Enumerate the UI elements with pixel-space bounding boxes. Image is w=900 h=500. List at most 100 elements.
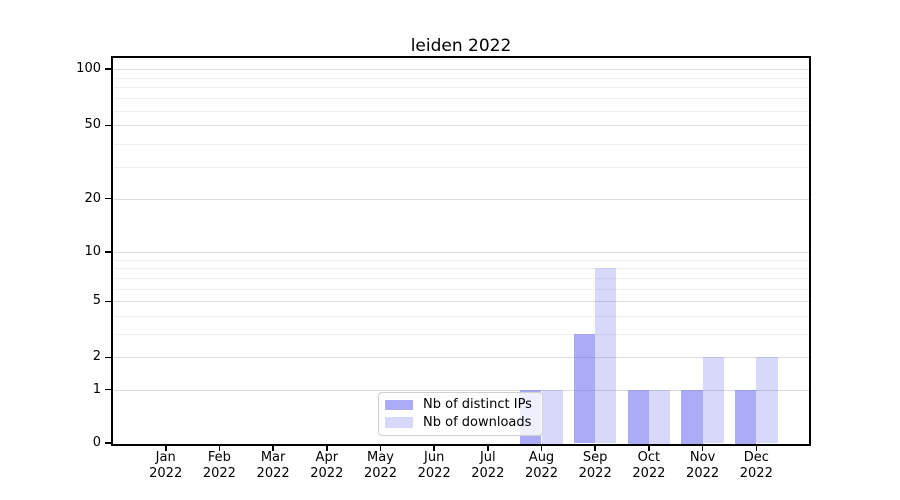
x-tick-label: Oct 2022 — [621, 450, 677, 481]
legend-swatch-distinct-ips — [385, 399, 413, 410]
legend-item: Nb of distinct IPs — [385, 396, 542, 414]
minor-gridline — [112, 87, 810, 89]
x-tick-mark — [701, 445, 704, 451]
major-gridline — [112, 69, 810, 70]
bar-downloads — [541, 389, 563, 444]
y-tick-mark — [105, 388, 111, 391]
x-tick-month: May — [367, 450, 394, 465]
x-tick-label: Mar 2022 — [245, 450, 301, 481]
x-tick-year: 2022 — [524, 465, 559, 481]
major-gridline — [112, 389, 810, 391]
y-tick-label: 0 — [92, 435, 101, 450]
bar-downloads — [756, 357, 778, 444]
legend-label: Nb of distinct IPs — [423, 397, 532, 413]
x-tick-label: May 2022 — [353, 450, 409, 481]
x-tick-mark — [540, 445, 543, 451]
x-tick-month: Nov — [689, 450, 716, 465]
x-tick-year: 2022 — [256, 465, 290, 481]
y-tick-mark — [105, 251, 111, 253]
x-tick-year: 2022 — [471, 465, 505, 481]
legend-swatch-downloads — [385, 417, 413, 428]
x-tick-label: Nov 2022 — [675, 450, 731, 481]
x-tick-year: 2022 — [739, 465, 773, 481]
bar-distinct-ips — [681, 389, 703, 444]
x-tick-mark — [648, 445, 650, 451]
x-tick-label: Apr 2022 — [299, 450, 355, 481]
y-tick-label: 1 — [92, 381, 101, 397]
legend-label: Nb of downloads — [423, 414, 532, 430]
bar-distinct-ips — [573, 334, 596, 444]
y-tick-mark — [105, 68, 111, 70]
minor-gridline — [112, 288, 810, 290]
minor-gridline — [112, 98, 810, 100]
x-tick-year: 2022 — [363, 465, 398, 481]
x-tick-label: Jul 2022 — [460, 450, 516, 481]
x-tick-year: 2022 — [417, 465, 451, 481]
x-tick-mark — [164, 445, 167, 451]
minor-gridline — [112, 77, 810, 79]
x-tick-label: Aug 2022 — [514, 450, 570, 481]
y-tick-label: 2 — [92, 349, 101, 365]
x-tick-month: Oct — [637, 450, 661, 465]
y-tick-mark — [105, 197, 111, 200]
major-gridline — [112, 125, 810, 127]
bar-downloads — [595, 268, 617, 444]
legend-item: Nb of downloads — [385, 414, 542, 432]
minor-gridline — [112, 166, 810, 168]
x-tick-mark — [487, 445, 489, 451]
x-tick-year: 2022 — [632, 465, 666, 481]
axis-spine-right — [809, 55, 811, 446]
x-tick-label: Jun 2022 — [406, 450, 462, 481]
y-tick-label: 20 — [84, 190, 101, 206]
axis-spine-left — [111, 55, 113, 446]
x-tick-month: Jun — [424, 450, 445, 465]
minor-gridline — [112, 110, 810, 112]
x-tick-month: Mar — [260, 450, 286, 465]
x-tick-month: Jan — [155, 450, 176, 465]
minor-gridline — [112, 268, 810, 270]
y-tick-label: 50 — [84, 117, 101, 133]
x-tick-mark — [379, 445, 382, 451]
axis-spine-bottom — [111, 443, 811, 446]
x-tick-mark — [594, 445, 597, 451]
bar-distinct-ips — [627, 389, 649, 444]
x-tick-label: Feb 2022 — [191, 450, 247, 481]
y-tick-mark — [105, 300, 111, 303]
x-tick-month: Apr — [315, 450, 339, 465]
x-tick-label: Jan 2022 — [138, 450, 194, 481]
y-tick-mark — [105, 124, 111, 127]
chart-title: leiden 2022 — [410, 36, 512, 56]
major-gridline — [112, 357, 810, 359]
minor-gridline — [112, 316, 810, 318]
major-gridline — [112, 198, 810, 200]
x-tick-label: Sep 2022 — [567, 450, 623, 481]
x-tick-year: 2022 — [202, 465, 236, 481]
x-tick-mark — [326, 445, 328, 451]
x-tick-month: Dec — [743, 450, 769, 465]
bar-distinct-ips — [735, 389, 757, 444]
major-gridline — [112, 301, 810, 303]
x-tick-mark — [272, 445, 274, 451]
x-tick-month: Jul — [479, 450, 496, 465]
bar-downloads — [702, 357, 724, 444]
legend: Nb of distinct IPs Nb of downloads — [378, 392, 543, 436]
x-tick-mark — [755, 445, 758, 451]
minor-gridline — [112, 259, 810, 261]
x-tick-year: 2022 — [310, 465, 344, 481]
major-gridline — [112, 251, 810, 253]
x-tick-year: 2022 — [578, 465, 612, 481]
x-tick-month: Aug — [528, 450, 555, 465]
y-tick-label: 100 — [76, 61, 101, 76]
x-tick-month: Feb — [207, 450, 231, 465]
minor-gridline — [112, 143, 810, 145]
x-tick-label: Dec 2022 — [728, 450, 784, 481]
axis-spine-top — [111, 55, 811, 58]
x-tick-year: 2022 — [686, 465, 720, 481]
bar-downloads — [648, 389, 671, 444]
x-tick-year: 2022 — [149, 465, 183, 481]
y-tick-mark — [105, 356, 111, 359]
minor-gridline — [112, 277, 810, 279]
y-tick-mark — [105, 442, 111, 444]
x-tick-month: Sep — [582, 450, 608, 465]
